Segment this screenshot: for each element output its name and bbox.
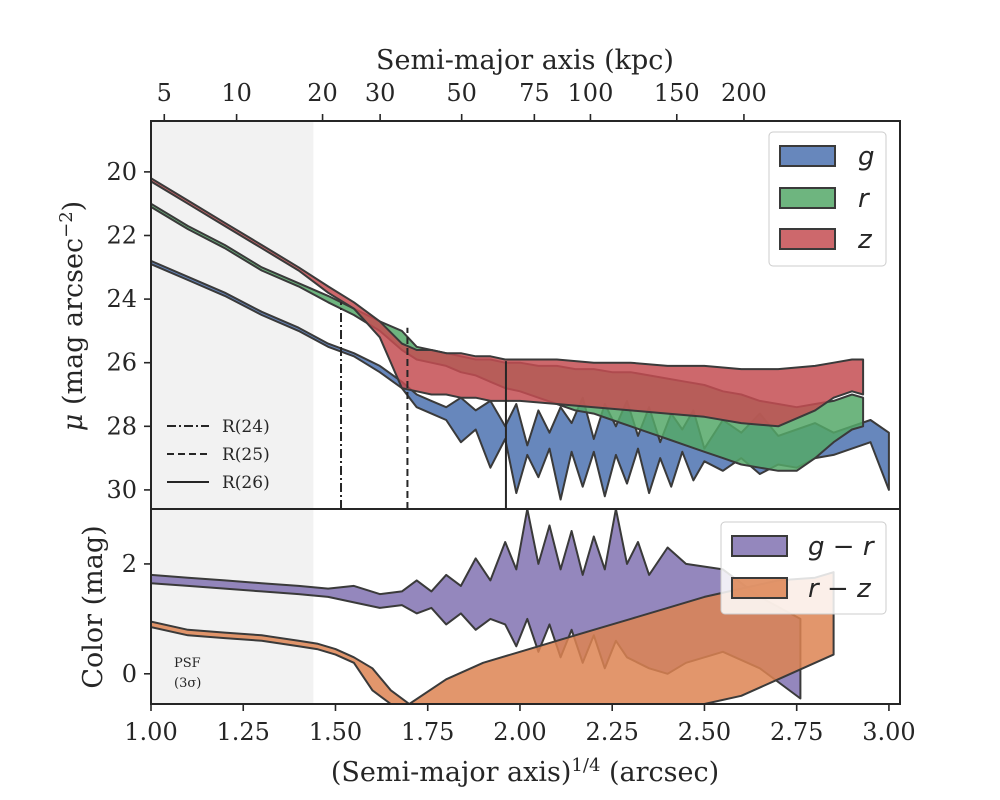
top-y-axis-title: μ (mag arcsec−2) [56, 201, 89, 431]
color-y-tick-label: 2 [122, 550, 137, 578]
legend-swatch-r-minus-z [731, 577, 788, 599]
band-g [151, 259, 890, 501]
surface-brightness-bands [151, 177, 890, 501]
band-z [151, 177, 865, 428]
top-x-tick-label: 200 [721, 79, 767, 107]
legend-swatch-g [779, 145, 836, 167]
top-x-tick-label: 10 [221, 79, 252, 107]
y-tick-label: 26 [106, 349, 137, 377]
psf-label: PSF [174, 656, 201, 671]
top-x-axis-title: Semi-major axis (kpc) [376, 45, 674, 76]
x-tick-label: 1.00 [124, 718, 177, 746]
legend-label-g: g [858, 142, 875, 172]
color-legend: g − r r − z [720, 521, 887, 615]
x-tick-label: 1.75 [401, 718, 454, 746]
x-tick-label: 1.25 [217, 718, 270, 746]
band-r-minus-z [151, 571, 835, 704]
band-legend: g r z [768, 131, 887, 267]
x-axis-title: (Semi-major axis)1/4 (arcsec) [331, 755, 719, 788]
reference-lines-legend: R(24) R(25) R(26) [167, 417, 270, 493]
legend-label-z: z [857, 225, 873, 255]
x-tick-label: 2.00 [493, 718, 546, 746]
legend-label-r24: R(24) [222, 417, 270, 437]
legend-label-r-minus-z: r − z [808, 574, 872, 604]
legend-label-r26: R(26) [222, 473, 270, 493]
x-tick-label: 1.50 [309, 718, 362, 746]
x-tick-label: 2.50 [678, 718, 731, 746]
color-bands [151, 509, 835, 704]
legend-swatch-z [779, 228, 836, 250]
color-y-tick-label: 0 [122, 660, 137, 688]
reference-radius-lines [340, 302, 507, 509]
x-tick-label: 2.75 [770, 718, 823, 746]
top-x-tick-label: 20 [307, 79, 338, 107]
x-tick-label: 2.25 [585, 718, 638, 746]
y-tick-label: 30 [106, 476, 137, 504]
y-tick-label: 20 [106, 158, 137, 186]
x-tick-label: 3.00 [862, 718, 915, 746]
y-tick-label: 24 [106, 285, 137, 313]
psf-shaded-region-bottom [151, 509, 314, 704]
top-x-tick-label: 50 [446, 79, 477, 107]
psf-shaded-region-top [151, 121, 314, 509]
top-x-tick-label: 150 [654, 79, 700, 107]
axis-ticks: 1.00 1.25 1.50 1.75 2.00 2.25 2.50 2.75 3.00 5 10 2… [106, 79, 915, 746]
y-tick-label: 28 [106, 412, 137, 440]
bottom-y-axis-title: Color (mag) [78, 525, 109, 688]
legend-swatch-g-minus-r [731, 535, 788, 557]
top-x-tick-label: 100 [568, 79, 614, 107]
top-x-tick-label: 30 [365, 79, 396, 107]
top-x-tick-label: 75 [519, 79, 550, 107]
legend-swatch-r [779, 187, 836, 209]
y-tick-label: 22 [106, 221, 137, 249]
psf-sigma-label: (3σ) [174, 676, 201, 691]
legend-label-r: r [858, 184, 871, 214]
legend-label-r25: R(25) [222, 445, 270, 465]
bottom-axes-frame [150, 508, 901, 705]
top-x-tick-label: 5 [157, 79, 172, 107]
legend-label-g-minus-r: g − r [808, 532, 876, 562]
